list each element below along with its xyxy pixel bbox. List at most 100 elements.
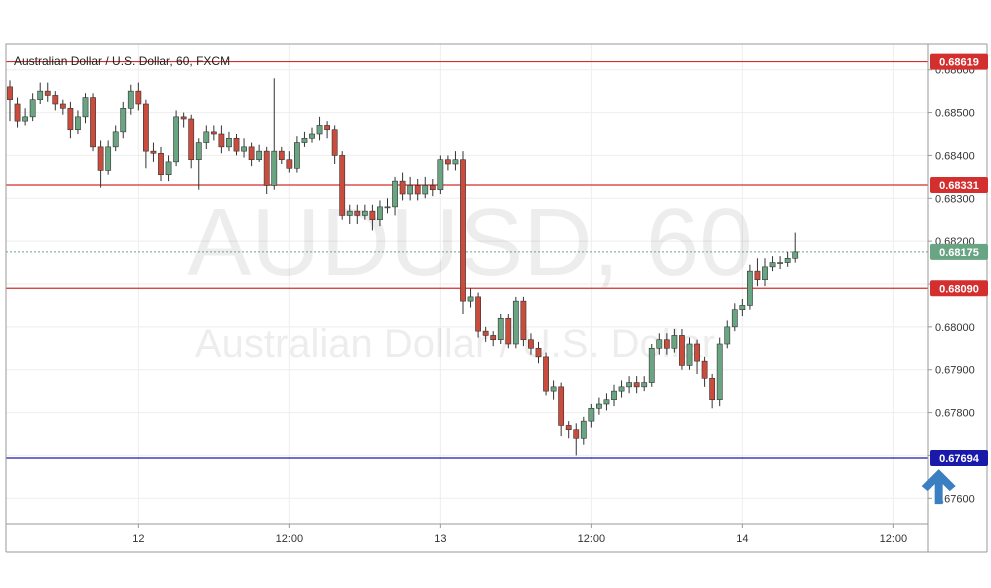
candle <box>256 144 263 162</box>
candle-body <box>105 146 112 171</box>
candle-body <box>746 270 753 306</box>
candle <box>120 101 127 139</box>
candle-body <box>452 159 459 165</box>
candle <box>520 296 527 347</box>
candle-body <box>14 103 21 122</box>
candle-body <box>7 86 13 101</box>
candle-body <box>22 116 28 122</box>
candle <box>150 142 157 162</box>
candle-body <box>173 116 179 163</box>
candle-body <box>399 180 406 195</box>
candle <box>641 376 648 392</box>
candle-body <box>135 90 142 105</box>
candle <box>203 125 210 149</box>
candle <box>59 99 66 115</box>
candle-body <box>694 343 700 362</box>
candle-body <box>346 210 353 216</box>
y-tick-label: 0.67900 <box>935 365 975 377</box>
candle <box>414 179 421 201</box>
candle <box>490 331 497 347</box>
price-badge <box>930 177 988 193</box>
candle <box>792 232 799 263</box>
price-badge-label: 0.68090 <box>939 283 979 295</box>
candle-body <box>512 300 519 345</box>
candle-body <box>429 185 436 191</box>
candle-body <box>316 125 323 135</box>
candle-body <box>535 347 542 358</box>
candle-body <box>792 251 799 259</box>
candle-body <box>112 131 119 148</box>
candle-body <box>361 210 368 216</box>
candle-body <box>679 335 685 366</box>
candle-body <box>641 382 648 388</box>
price-badge <box>930 450 988 466</box>
candle-body <box>407 185 414 195</box>
candle-body <box>293 142 300 169</box>
candle <box>505 314 512 349</box>
candle <box>777 256 783 269</box>
candle-body <box>143 103 149 152</box>
candle <box>588 404 595 428</box>
price-badge <box>930 53 988 70</box>
candle <box>293 136 300 173</box>
candle-body <box>686 343 693 366</box>
candle-body <box>188 118 195 161</box>
candle-body <box>671 335 678 349</box>
candle <box>248 142 255 167</box>
grid-layer <box>6 44 928 524</box>
candle <box>37 82 44 104</box>
candle <box>52 91 59 111</box>
candle <box>67 101 74 139</box>
candle <box>278 146 285 164</box>
candle-body <box>701 360 708 379</box>
candle <box>437 155 444 194</box>
candle-body <box>618 386 625 392</box>
candle-body <box>633 382 640 388</box>
candle-body <box>626 382 632 388</box>
candle <box>14 97 21 128</box>
candle <box>580 416 587 445</box>
candle <box>550 380 557 400</box>
candle <box>135 82 142 111</box>
candle <box>467 288 474 308</box>
candle-body <box>59 103 66 109</box>
candle-body <box>573 429 580 439</box>
price-badge-label: 0.68619 <box>939 57 979 69</box>
y-tick-label: 0.68000 <box>935 322 975 334</box>
candle-body <box>278 150 285 161</box>
candle-body <box>37 90 44 101</box>
x-tick-label: 12:00 <box>276 533 304 545</box>
candle-body <box>595 403 602 409</box>
candle <box>769 256 776 272</box>
candle <box>611 384 617 407</box>
candle <box>671 329 678 353</box>
x-tick-label: 12:00 <box>578 533 606 545</box>
x-tick-label: 13 <box>434 533 446 545</box>
price-badges: 0.68619 0.68331 0.68175 0.68090 0.67694 <box>930 53 988 466</box>
candle <box>339 151 346 220</box>
candle <box>82 93 89 124</box>
candle-body <box>709 377 716 401</box>
candle <box>762 258 768 287</box>
candle <box>210 125 217 141</box>
candle <box>158 146 164 182</box>
candle-body <box>90 97 96 148</box>
x-tick-label: 12 <box>132 533 144 545</box>
candle <box>75 110 81 134</box>
candle <box>648 344 655 387</box>
candle <box>331 125 338 164</box>
candle <box>90 93 96 152</box>
candle-body <box>127 90 134 109</box>
candle <box>324 121 330 139</box>
candle-body <box>339 155 346 216</box>
candle-body <box>354 210 361 216</box>
candle-body <box>52 95 59 105</box>
candle-body <box>286 159 293 169</box>
candle-body <box>565 425 572 431</box>
candle-body <box>497 317 504 341</box>
candle-body <box>475 296 481 332</box>
up-arrow-icon <box>921 469 956 505</box>
arrow-layer <box>921 469 956 505</box>
candle <box>633 376 640 394</box>
candle <box>361 204 368 220</box>
